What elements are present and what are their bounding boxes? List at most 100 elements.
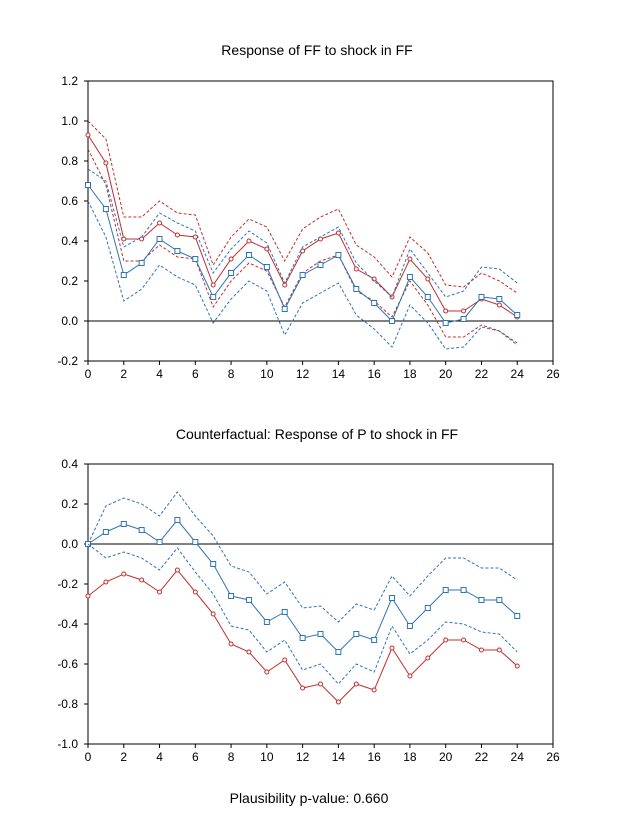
data-point [157,589,163,595]
x-tick-label: 14 [332,750,346,764]
x-tick-label: 8 [228,750,235,764]
y-tick-label: 1.0 [61,114,78,128]
y-tick-label: 0.2 [61,274,78,288]
data-point [478,647,484,653]
y-tick-label: 0.4 [61,234,78,248]
y-tick-label: 0.4 [61,457,78,471]
data-point [174,232,180,238]
data-point [139,577,145,583]
data-point [335,649,342,655]
data-point [461,308,467,314]
data-point [442,587,449,593]
data-point [192,539,199,545]
data-point [263,264,270,270]
x-tick-label: 18 [403,367,417,381]
x-tick-label: 20 [439,367,453,381]
plot-frame [87,463,554,745]
data-point [264,669,270,675]
data-point [317,262,324,268]
data-point [425,655,431,661]
data-point [496,597,503,603]
chart-title-ff: Response of FF to shock in FF [221,42,413,58]
x-tick-label: 20 [439,750,453,764]
y-tick-label: -0.4 [57,617,78,631]
series-4 [85,567,520,705]
data-point [371,687,377,693]
data-point [245,597,252,603]
data-point [228,593,235,599]
x-tick-label: 24 [511,750,525,764]
x-tick-label: 14 [332,367,346,381]
data-point [102,529,109,535]
data-point [210,282,216,288]
data-point [461,637,467,643]
data-point [353,681,359,687]
data-point [210,611,216,617]
data-point [514,312,521,318]
series-1 [87,491,518,623]
data-point [174,517,181,523]
data-point [263,619,270,625]
data-point [371,300,378,306]
data-point [299,635,306,641]
data-point [282,657,288,663]
x-tick-label: 2 [120,367,127,381]
x-tick-label: 2 [120,750,127,764]
data-point [85,132,91,138]
y-tick-label: 1.2 [61,74,78,88]
y-tick-label: -0.6 [57,657,78,671]
x-tick-label: 26 [546,750,560,764]
x-tick-label: 18 [403,750,417,764]
y-tick-label: -0.2 [57,577,78,591]
series-line [87,184,518,324]
data-point [407,673,413,679]
data-point [245,252,252,258]
data-point [300,248,306,254]
series-2 [85,132,520,320]
data-point [174,567,180,573]
data-point [407,256,413,262]
data-point [353,286,360,292]
data-point [443,637,449,643]
series-3 [87,148,518,344]
data-point [424,605,431,611]
series-line [87,134,518,318]
data-point [443,308,449,314]
data-point [496,647,502,653]
data-point [246,649,252,655]
data-point [138,260,145,266]
chart-title-counterfactual: Counterfactual: Response of P to shock i… [175,426,459,442]
series-2 [85,517,521,655]
data-point [300,685,306,691]
y-tick-label: -1.0 [57,737,78,751]
y-tick-label: -0.8 [57,697,78,711]
data-point [425,276,431,282]
data-point [353,631,360,637]
series-3 [87,543,518,685]
data-point [442,320,449,326]
data-point [389,595,396,601]
x-tick-label: 16 [367,750,381,764]
series-line [87,148,518,344]
data-point [138,527,145,533]
data-point [246,238,252,244]
data-point [318,681,323,687]
data-point [228,256,234,262]
x-tick-label: 26 [546,367,560,381]
data-point [317,631,324,637]
series-line [87,543,518,685]
x-tick-label: 22 [475,750,489,764]
data-point [496,302,502,308]
data-point [478,294,485,300]
x-tick-label: 0 [85,367,92,381]
chart-1: -0.20.00.20.40.60.81.01.20 2 4 6 8 10 12 14 16 18… [57,74,560,381]
plausibility-pvalue: Plausibility p-value: 0.660 [229,790,389,806]
y-tick-label: -0.2 [57,354,78,368]
data-point [335,230,341,236]
data-point [103,579,109,585]
chart-2: -1.0-0.8-0.6-0.4-0.20.00.20.40 2 4 6 8 10 12 14… [57,457,560,764]
data-point [424,294,431,300]
data-point [103,160,109,166]
data-point [514,613,521,619]
